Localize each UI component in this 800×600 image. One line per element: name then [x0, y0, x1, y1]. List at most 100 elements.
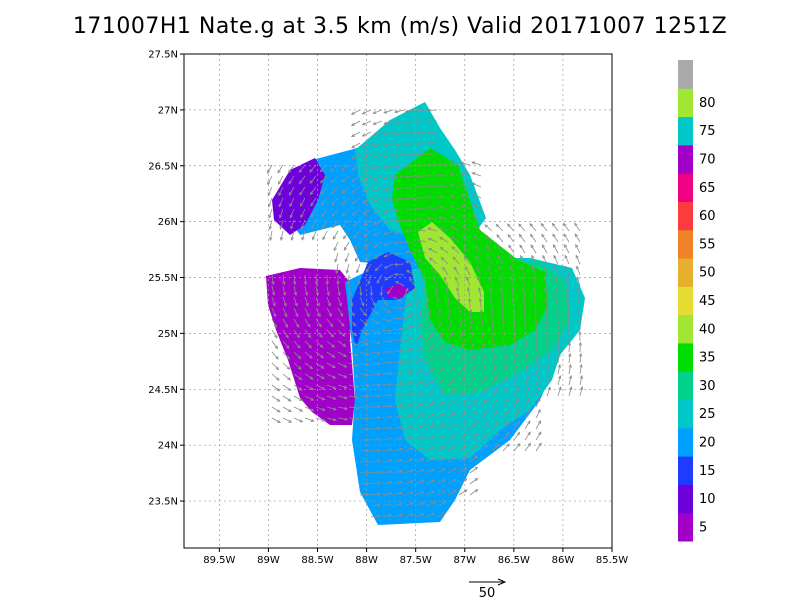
wind-arrow — [392, 370, 403, 375]
wind-arrow — [290, 230, 295, 241]
wind-arrow — [546, 375, 551, 386]
wind-arrow — [381, 329, 393, 333]
wind-arrow — [477, 287, 482, 298]
wind-arrow — [449, 172, 460, 177]
wind-arrow — [479, 308, 483, 320]
wind-arrow — [409, 277, 416, 287]
wind-arrow — [414, 402, 425, 408]
wind-arrow — [403, 403, 414, 408]
wind-arrow — [425, 501, 436, 507]
wind-arrow — [467, 297, 472, 309]
wind-arrow — [458, 354, 465, 364]
wind-arrow — [326, 285, 330, 297]
wind-arrow — [331, 197, 339, 206]
lon-tick-label: 88.5W — [301, 555, 333, 566]
wind-arrow — [404, 196, 416, 201]
wind-arrow — [436, 320, 442, 331]
wind-arrow — [491, 375, 498, 386]
wind-arrow — [403, 447, 414, 452]
wind-arrow — [414, 435, 425, 441]
wind-arrow — [403, 314, 413, 320]
wind-arrow — [369, 285, 374, 297]
wind-arrow — [427, 227, 438, 232]
wind-arrow — [447, 377, 456, 386]
wind-arrow — [460, 193, 471, 199]
wind-arrow — [452, 256, 460, 265]
wind-arrow — [392, 447, 404, 452]
wind-arrow — [436, 412, 446, 419]
wind-arrow — [288, 164, 295, 174]
wind-arrow — [405, 260, 416, 265]
reference-vector-label: 50 — [479, 586, 496, 600]
lon-tick-label: 87.5W — [400, 555, 432, 566]
wind-arrow — [345, 263, 350, 275]
wind-arrow — [488, 276, 493, 287]
wind-arrow — [473, 234, 482, 243]
wind-arrow — [404, 142, 416, 146]
wind-arrow — [351, 197, 361, 205]
wind-arrow — [321, 219, 328, 229]
wind-arrow — [500, 297, 504, 309]
wind-arrow — [491, 331, 496, 342]
wind-arrow — [309, 186, 317, 196]
wind-arrow — [383, 197, 394, 202]
colorbar-label: 30 — [699, 379, 716, 394]
wind-arrow — [312, 230, 317, 241]
wind-arrow — [353, 241, 361, 251]
wind-arrow — [447, 366, 456, 375]
wind-arrow — [564, 244, 570, 254]
wind-arrow — [381, 350, 393, 354]
wind-arrow — [557, 352, 561, 364]
wind-arrow — [415, 120, 427, 124]
wind-arrow — [480, 410, 488, 419]
wind-arrow — [373, 241, 383, 248]
colorbar-swatch — [678, 342, 693, 372]
colorbar-label: 35 — [699, 351, 716, 366]
colorbar-label: 20 — [699, 436, 716, 451]
wind-arrow — [352, 219, 361, 228]
wind-arrow — [393, 252, 405, 256]
wind-arrow — [491, 353, 497, 364]
wind-arrow — [298, 164, 306, 174]
wind-arrow — [315, 340, 324, 349]
wind-arrow — [293, 373, 303, 381]
wind-arrow — [326, 373, 337, 379]
wind-arrow — [423, 286, 428, 298]
wind-arrow — [381, 393, 393, 397]
colorbar-swatch — [678, 201, 693, 231]
wind-arrow — [535, 420, 542, 430]
wind-arrow — [372, 208, 383, 214]
wind-arrow — [344, 252, 350, 263]
wind-arrow — [460, 183, 471, 188]
wind-arrow — [414, 480, 425, 485]
wind-arrow — [436, 512, 447, 518]
wind-arrow — [372, 142, 383, 148]
wind-arrow — [304, 296, 309, 307]
wind-arrow — [331, 208, 339, 218]
wind-arrow — [348, 395, 360, 399]
wind-arrow — [279, 219, 284, 230]
wind-arrow — [495, 223, 504, 232]
colorbar-label: 75 — [699, 124, 716, 139]
wind-arrow — [394, 186, 405, 191]
wind-arrow — [309, 164, 317, 173]
wind-arrow — [381, 481, 393, 485]
wind-arrow — [436, 501, 447, 507]
wind-arrow — [348, 296, 353, 307]
wind-arrow — [315, 318, 322, 328]
wind-arrow — [535, 408, 541, 419]
wind-arrow — [469, 388, 477, 397]
wind-arrow — [381, 382, 393, 386]
colorbar-label: 40 — [699, 322, 716, 337]
wind-arrow — [354, 252, 361, 262]
wind-arrow — [376, 274, 383, 284]
wind-arrow — [321, 208, 328, 218]
wind-arrow — [480, 319, 484, 331]
wind-arrow — [499, 287, 504, 298]
wind-arrow — [348, 406, 360, 410]
wind-arrow — [566, 297, 570, 309]
wind-arrow — [381, 318, 392, 323]
lat-tick-label: 25.5N — [148, 273, 178, 284]
wind-arrow — [414, 369, 425, 375]
wind-arrow — [447, 309, 452, 320]
